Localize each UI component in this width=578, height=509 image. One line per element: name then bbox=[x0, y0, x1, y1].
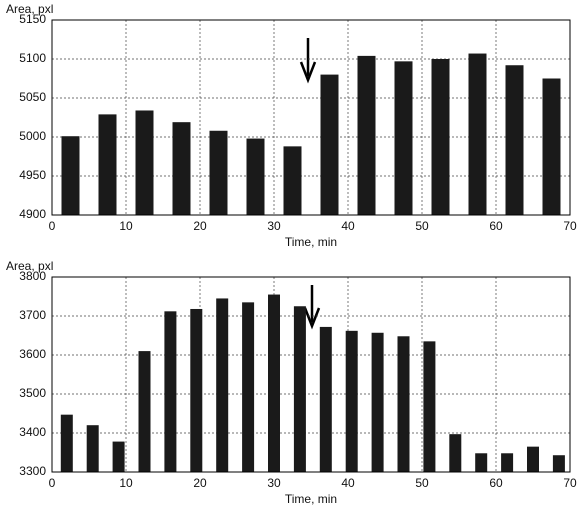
x-tick-label: 50 bbox=[415, 476, 429, 490]
x-tick-label: 20 bbox=[193, 476, 207, 490]
bar bbox=[138, 351, 151, 472]
x-tick-label: 30 bbox=[267, 476, 281, 490]
y-axis-label: Area, pxl bbox=[6, 2, 53, 16]
bar bbox=[172, 122, 191, 215]
bar bbox=[371, 332, 384, 472]
bar bbox=[293, 306, 306, 472]
bar bbox=[505, 65, 524, 216]
y-tick-label: 3400 bbox=[19, 425, 46, 439]
y-axis-label: Area, pxl bbox=[6, 259, 53, 273]
x-axis-label: Time, min bbox=[285, 235, 337, 249]
y-tick-label: 3300 bbox=[19, 464, 46, 478]
x-tick-label: 20 bbox=[193, 219, 207, 233]
x-tick-label: 70 bbox=[563, 476, 577, 490]
y-tick-label: 4950 bbox=[19, 168, 46, 182]
bar bbox=[319, 326, 332, 472]
y-tick-label: 3600 bbox=[19, 347, 46, 361]
bar bbox=[345, 330, 358, 472]
bar bbox=[60, 414, 73, 472]
bar bbox=[468, 53, 487, 215]
bar bbox=[394, 61, 413, 216]
bar bbox=[98, 114, 117, 215]
x-tick-label: 60 bbox=[489, 219, 503, 233]
x-tick-label: 30 bbox=[267, 219, 281, 233]
bar bbox=[501, 453, 514, 472]
y-tick-label: 3700 bbox=[19, 308, 46, 322]
bar bbox=[246, 138, 265, 215]
bar bbox=[397, 336, 410, 472]
y-tick-label: 5000 bbox=[19, 129, 46, 143]
y-tick-label: 3800 bbox=[19, 269, 46, 283]
bar bbox=[449, 434, 462, 472]
x-tick-label: 40 bbox=[341, 476, 355, 490]
y-tick-label: 5150 bbox=[19, 12, 46, 26]
bar bbox=[320, 74, 339, 215]
x-tick-label: 0 bbox=[49, 219, 56, 233]
x-tick-label: 0 bbox=[49, 476, 56, 490]
bar bbox=[268, 294, 280, 472]
bar bbox=[242, 302, 255, 472]
bar bbox=[112, 441, 125, 472]
arrow bbox=[303, 285, 321, 330]
y-tick-label: 5050 bbox=[19, 90, 46, 104]
x-tick-label: 40 bbox=[341, 219, 355, 233]
bar bbox=[164, 311, 177, 472]
x-axis-label: Time, min bbox=[285, 492, 337, 506]
bar bbox=[552, 455, 565, 472]
bar bbox=[135, 110, 154, 215]
plot-frame bbox=[51, 19, 571, 216]
bar bbox=[61, 136, 80, 215]
bar bbox=[86, 425, 99, 472]
bar bbox=[542, 78, 561, 215]
arrow bbox=[299, 38, 317, 84]
x-tick-label: 10 bbox=[119, 219, 133, 233]
bar bbox=[475, 453, 488, 472]
bar bbox=[357, 55, 376, 215]
x-tick-label: 70 bbox=[563, 219, 577, 233]
y-tick-label: 4900 bbox=[19, 207, 46, 221]
x-tick-label: 60 bbox=[489, 476, 503, 490]
bar bbox=[431, 59, 450, 215]
bar bbox=[283, 146, 302, 215]
bar bbox=[527, 446, 539, 472]
x-tick-label: 50 bbox=[415, 219, 429, 233]
x-tick-label: 10 bbox=[119, 476, 133, 490]
y-tick-label: 3500 bbox=[19, 386, 46, 400]
bar bbox=[209, 130, 228, 215]
plot-frame bbox=[51, 276, 571, 473]
y-tick-label: 5100 bbox=[19, 51, 46, 65]
bar bbox=[216, 298, 229, 472]
bar bbox=[190, 308, 203, 472]
bar bbox=[423, 341, 436, 472]
